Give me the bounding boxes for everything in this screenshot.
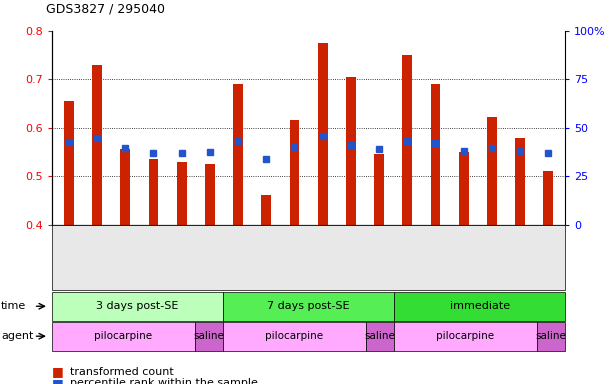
Text: saline: saline xyxy=(364,331,395,341)
Text: percentile rank within the sample: percentile rank within the sample xyxy=(70,378,258,384)
Bar xyxy=(515,138,525,225)
Text: 3 days post-SE: 3 days post-SE xyxy=(97,301,178,311)
Bar xyxy=(148,159,158,225)
Text: pilocarpine: pilocarpine xyxy=(436,331,494,341)
Text: ■: ■ xyxy=(52,377,64,384)
Bar xyxy=(177,162,186,225)
Text: GDS3827 / 295040: GDS3827 / 295040 xyxy=(46,2,165,15)
Bar xyxy=(233,84,243,225)
Text: ■: ■ xyxy=(52,365,64,378)
Text: saline: saline xyxy=(535,331,566,341)
Bar xyxy=(374,154,384,225)
Text: 7 days post-SE: 7 days post-SE xyxy=(267,301,350,311)
Text: saline: saline xyxy=(193,331,224,341)
Text: transformed count: transformed count xyxy=(70,367,174,377)
Bar xyxy=(290,121,299,225)
Bar xyxy=(459,152,469,225)
Text: agent: agent xyxy=(1,331,34,341)
Bar xyxy=(487,117,497,225)
Bar xyxy=(262,195,271,225)
Text: immediate: immediate xyxy=(450,301,510,311)
Bar xyxy=(346,77,356,225)
Bar xyxy=(64,101,74,225)
Bar xyxy=(120,149,130,225)
Bar xyxy=(205,164,215,225)
Bar xyxy=(431,84,441,225)
Text: pilocarpine: pilocarpine xyxy=(94,331,152,341)
Text: pilocarpine: pilocarpine xyxy=(265,331,323,341)
Text: time: time xyxy=(1,301,26,311)
Bar xyxy=(318,43,327,225)
Bar xyxy=(402,55,412,225)
Bar xyxy=(92,65,102,225)
Bar xyxy=(543,171,553,225)
